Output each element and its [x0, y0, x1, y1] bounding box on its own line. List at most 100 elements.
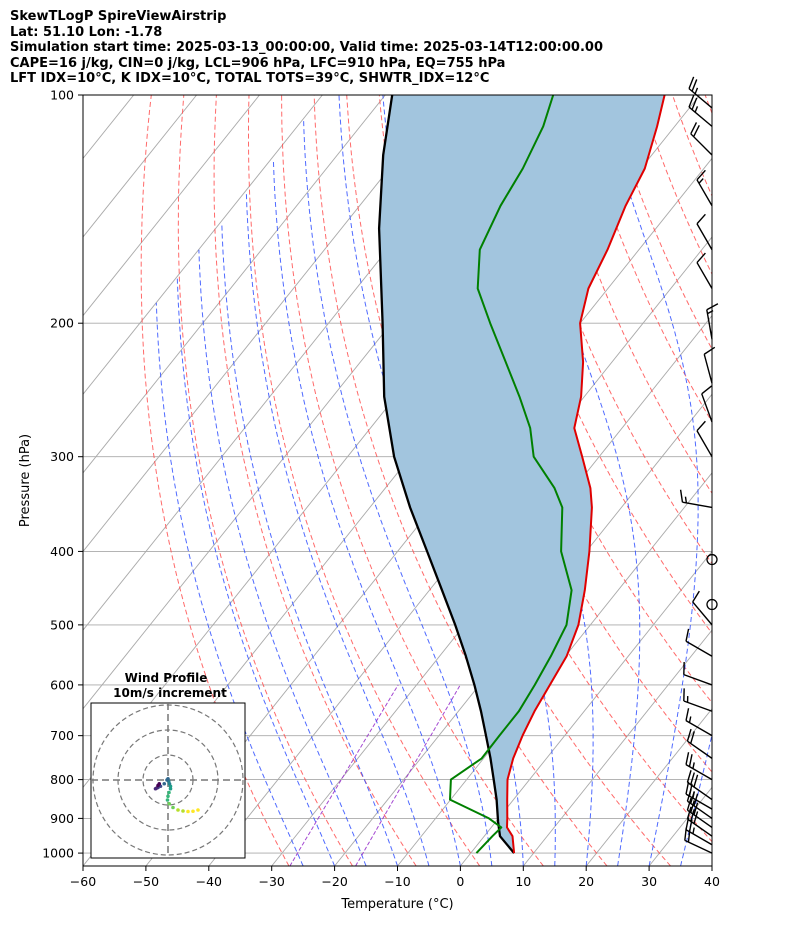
- x-tick-label: −40: [196, 874, 222, 889]
- dry-adiabat: [541, 95, 712, 495]
- parcel-profile-line: [377, 95, 515, 854]
- wind-barb: [685, 628, 713, 657]
- dry-adiabat: [213, 95, 417, 866]
- barb-staff: [687, 818, 713, 837]
- barb-feather: [692, 590, 700, 603]
- wind-barb: [690, 122, 713, 156]
- dry-adiabat: [177, 95, 353, 866]
- location-line: Lat: 51.10 Lon: -1.78: [10, 24, 163, 40]
- wind-barb: [696, 213, 713, 251]
- calm-circle: [706, 553, 718, 566]
- x-tick-label: −60: [70, 874, 96, 889]
- barb-staff: [696, 430, 713, 458]
- isotherm: [460, 550, 712, 866]
- hodograph-point: [157, 781, 162, 786]
- dry-adiabat: [248, 95, 481, 866]
- barb-feather: [690, 731, 695, 744]
- wind-barb: [686, 728, 713, 759]
- wind-barb: [685, 708, 713, 737]
- x-tick-label: 30: [641, 874, 657, 889]
- hodograph-point: [162, 781, 167, 786]
- wind-barb: [701, 385, 713, 423]
- y-tick-label: 500: [50, 617, 74, 632]
- barb-staff: [685, 640, 713, 657]
- moist-adiabat: [176, 277, 336, 866]
- wind-barbs: [679, 76, 719, 854]
- y-tick-label: 700: [50, 728, 74, 743]
- moist-adiabat: [303, 120, 493, 866]
- barb-staff: [682, 501, 713, 509]
- time-line: Simulation start time: 2025-03-13_00:00:…: [10, 40, 603, 55]
- barb-feather: [688, 76, 695, 89]
- barb-staff: [688, 106, 713, 127]
- inset-subtitle: 10m/s increment: [113, 686, 227, 700]
- barb-feather: [692, 125, 700, 137]
- barb-feather: [685, 708, 690, 721]
- x-tick-label: −30: [259, 874, 285, 889]
- barb-staff: [687, 740, 713, 759]
- y-tick-label: 100: [50, 88, 74, 103]
- y-tick-label: 900: [50, 811, 74, 826]
- dry-adiabat: [639, 95, 712, 276]
- barb-half-feather: [694, 106, 699, 113]
- axes: −60 −50 −40 −30 −20 −10 0 10 20 30 40 1000 900 800 700…: [18, 88, 720, 913]
- barb-feather: [690, 808, 695, 822]
- barb-feather: [696, 420, 706, 432]
- moist-adiabat: [155, 302, 304, 866]
- dry-adiabat: [704, 95, 712, 115]
- wind-barb: [683, 661, 713, 686]
- barb-staff: [683, 673, 713, 686]
- moist-adiabat: [272, 160, 461, 866]
- wind-barb: [706, 303, 719, 340]
- y-tick-label: 200: [50, 316, 74, 331]
- isotherm: [83, 95, 386, 474]
- barb-staff: [687, 809, 713, 828]
- y-tick-label: 400: [50, 544, 74, 559]
- barb-feather: [690, 800, 695, 813]
- hodograph-point: [171, 805, 175, 810]
- moist-adiabat: [599, 95, 699, 866]
- hodograph-point: [166, 794, 170, 799]
- mixing-ratio-line: [355, 684, 461, 866]
- moist-adiabat: [198, 249, 367, 866]
- isotherm: [83, 95, 323, 395]
- barb-staff: [683, 700, 713, 712]
- isotherm: [0, 95, 71, 866]
- barb-staff: [692, 601, 713, 626]
- barb-staff: [688, 88, 713, 109]
- isotherm: [83, 95, 260, 317]
- barb-feather: [693, 811, 699, 824]
- temperature-line: [506, 95, 666, 854]
- barb-feather: [706, 303, 719, 311]
- barb-feather: [679, 489, 684, 503]
- indices-line-1: CAPE=16 j/kg, CIN=0 j/kg, LCL=906 hPa, L…: [10, 55, 506, 71]
- wind-barb: [692, 590, 713, 626]
- x-tick-label: 40: [704, 874, 720, 889]
- barb-staff: [696, 179, 713, 207]
- dry-adiabat: [411, 95, 712, 773]
- barb-half-feather: [692, 791, 695, 799]
- barb-staff: [696, 223, 713, 251]
- hodograph-point: [181, 809, 185, 813]
- barb-half-feather: [692, 827, 695, 834]
- barb-staff: [706, 309, 713, 340]
- barb-feather: [686, 806, 692, 820]
- wind-barb: [686, 770, 713, 801]
- wind-barb: [706, 553, 718, 566]
- barb-feather: [690, 122, 698, 135]
- x-tick-label: −20: [321, 874, 347, 889]
- barb-feather: [686, 797, 692, 811]
- dry-adiabat: [509, 95, 712, 565]
- isotherm: [775, 95, 794, 866]
- y-tick-label: 1000: [42, 846, 74, 861]
- hodograph-point: [176, 808, 180, 812]
- barb-feather: [691, 97, 698, 110]
- isotherm: [711, 865, 712, 866]
- x-tick-label: 20: [578, 874, 594, 889]
- barb-staff: [684, 839, 713, 854]
- barb-feather: [686, 770, 692, 783]
- cape-shading: [379, 95, 665, 854]
- barb-feather: [701, 385, 713, 395]
- barb-feather: [696, 169, 706, 181]
